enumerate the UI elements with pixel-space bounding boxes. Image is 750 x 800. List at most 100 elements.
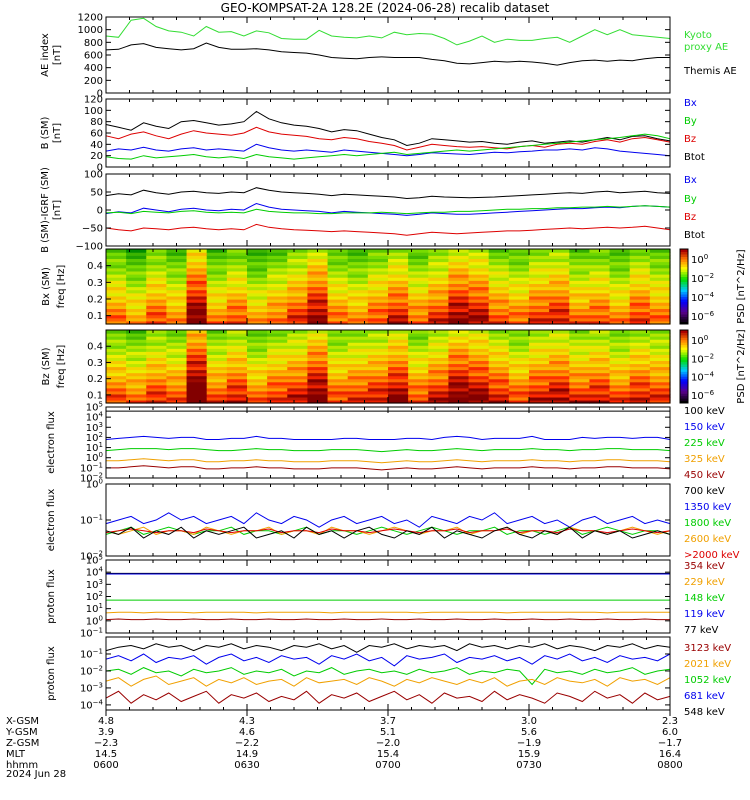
spec-cell [609, 277, 631, 281]
spec-cell [307, 311, 329, 316]
spec-cell [408, 339, 429, 343]
spec-cell [347, 277, 369, 281]
spec-cell [166, 252, 188, 256]
spec-cell [569, 292, 591, 297]
spec-cell [629, 274, 651, 278]
spec-cell [287, 339, 309, 343]
spec-cell [549, 384, 570, 389]
spec-cell [126, 295, 147, 300]
spec-cell [347, 390, 369, 395]
spec-cell [468, 396, 490, 401]
spec-cell [468, 305, 490, 309]
spec-cell [649, 295, 671, 300]
spec-cell [307, 255, 329, 259]
colorbar-cell [680, 393, 688, 397]
ephemeris-value: 4.3 [239, 716, 255, 727]
spec-cell [529, 314, 550, 319]
spec-cell [488, 283, 510, 288]
series-kyoto-proxy-ae [105, 17, 671, 46]
spec-cell [287, 375, 309, 380]
spec-cell [146, 357, 168, 362]
spec-cell [408, 258, 429, 263]
spec-cell [609, 354, 631, 358]
colorbar-cell [680, 314, 688, 317]
spec-cell [166, 378, 188, 383]
spec-cell [206, 354, 228, 358]
spec-cell [508, 277, 530, 281]
spec-cell [468, 390, 490, 395]
spec-cell [508, 336, 530, 340]
legend-entry: Bx [684, 98, 697, 109]
ephemeris-row-label: X-GSM [6, 716, 39, 727]
y-axis-unit: [nT] [52, 123, 63, 143]
spec-cell [226, 339, 248, 343]
spec-cell [287, 396, 309, 401]
spec-cell [428, 274, 450, 278]
spec-cell [629, 384, 651, 389]
spec-cell [267, 369, 288, 374]
spec-cell [146, 399, 168, 404]
spec-cell [388, 264, 409, 269]
legend-entry: 100 keV [684, 406, 725, 417]
spec-cell [488, 286, 510, 291]
legend-entry: Kyoto [684, 30, 712, 41]
legend-entry: 1350 keV [684, 502, 731, 513]
spec-cell [247, 299, 268, 303]
spec-cell [428, 292, 450, 297]
spec-cell [408, 357, 429, 362]
spec-cell [347, 336, 369, 340]
legend-entry: proxy AE [684, 42, 728, 53]
spec-cell [488, 255, 510, 259]
spec-cell [166, 354, 188, 358]
spec-cell [106, 339, 127, 343]
spec-cell [609, 351, 631, 355]
spec-cell [206, 399, 228, 404]
spec-cell [146, 308, 168, 313]
spec-cell [347, 314, 369, 319]
spec-cell [327, 320, 349, 325]
spec-cell [408, 270, 429, 275]
spec-cell [267, 283, 288, 288]
spec-cell [146, 249, 168, 253]
spec-cell [307, 363, 329, 368]
spec-cell [388, 342, 409, 346]
legend-entry: 148 keV [684, 593, 725, 604]
spec-cell [629, 311, 651, 316]
y-axis-label: AE index [40, 33, 51, 77]
spec-cell [186, 381, 208, 386]
spec-cell [106, 396, 127, 401]
spec-cell [367, 375, 389, 380]
spec-cell [488, 363, 510, 368]
spec-cell [488, 333, 510, 337]
spec-cell [508, 366, 530, 371]
spec-cell [126, 280, 147, 284]
spec-cell [508, 292, 530, 297]
spec-cell [408, 369, 429, 374]
spec-cell [206, 292, 228, 297]
spec-cell [468, 333, 490, 337]
spec-cell [529, 381, 550, 386]
spec-cell [367, 399, 389, 404]
y-tick-label: 0.1 [87, 311, 103, 322]
spec-cell [367, 369, 389, 374]
spec-cell [347, 311, 369, 316]
spec-cell [327, 348, 349, 352]
spec-cell [508, 270, 530, 275]
spec-cell [146, 366, 168, 371]
spec-cell [267, 261, 288, 266]
spec-cell [609, 339, 631, 343]
spec-cell [307, 283, 329, 288]
spec-cell [428, 283, 450, 288]
spec-cell [247, 354, 268, 358]
spec-cell [347, 384, 369, 389]
spec-cell [589, 264, 611, 269]
spec-cell [206, 336, 228, 340]
spec-cell [126, 375, 147, 380]
spec-cell [287, 330, 309, 334]
spec-cell [146, 387, 168, 392]
spec-cell [287, 357, 309, 362]
legend-entry: By [684, 116, 697, 127]
spec-cell [307, 348, 329, 352]
y-tick-label: 100 [86, 478, 103, 491]
